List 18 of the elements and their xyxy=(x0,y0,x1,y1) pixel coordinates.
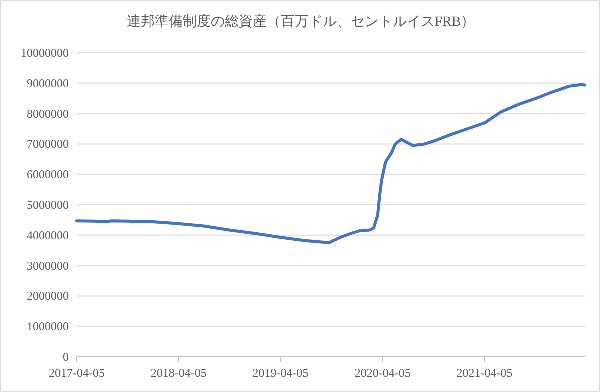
y-tick-label: 3000000 xyxy=(27,258,69,273)
x-tick-label: 2021-04-05 xyxy=(456,366,513,380)
y-tick-label: 5000000 xyxy=(27,198,69,212)
y-tick-label: 2000000 xyxy=(27,289,69,304)
chart-title: 連邦準備制度の総資産（百万ドル、セントルイスFRB） xyxy=(126,14,476,30)
y-tick-label: 7000000 xyxy=(27,137,69,152)
y-tick-label: 10000000 xyxy=(21,46,69,60)
y-tick-label: 6000000 xyxy=(27,168,69,182)
y-tick-label: 8000000 xyxy=(27,106,69,121)
y-tick-label: 4000000 xyxy=(27,228,69,242)
x-tick-label: 2020-04-05 xyxy=(354,366,411,380)
line-series xyxy=(76,83,586,244)
y-tick-label: 9000000 xyxy=(27,76,69,90)
y-tick-label: 1000000 xyxy=(27,320,69,334)
x-tick-label: 2017-04-05 xyxy=(49,366,105,380)
x-tick-label: 2019-04-05 xyxy=(252,366,309,380)
y-tick-label: 0 xyxy=(63,350,69,364)
x-tick-label: 2018-04-05 xyxy=(150,366,207,380)
